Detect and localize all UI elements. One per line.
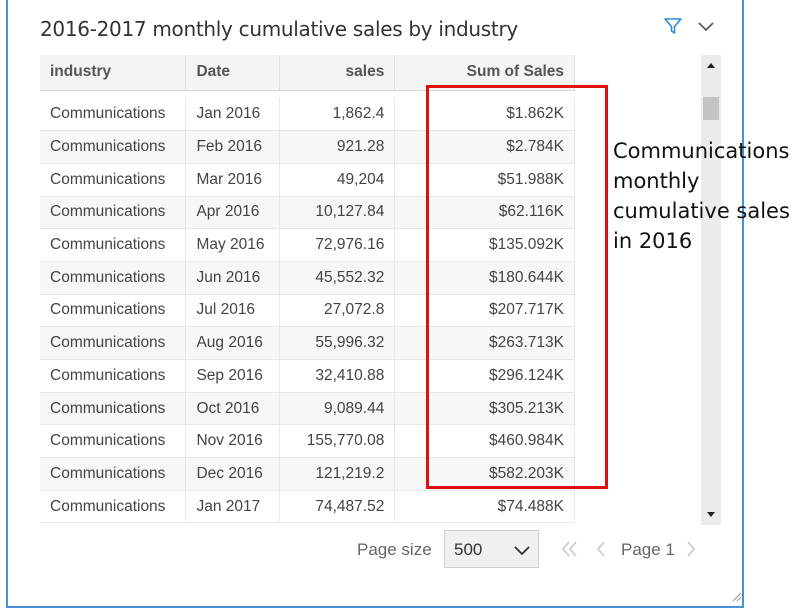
- cell-date: May 2016: [185, 228, 281, 262]
- cell-sum-of-sales: $263.713K: [394, 326, 575, 360]
- column-header-sales[interactable]: sales: [279, 55, 396, 91]
- table-row[interactable]: Communications Jan 2017 74,487.52 $74.488K: [40, 490, 575, 524]
- cell-date: Nov 2016: [185, 424, 281, 459]
- table-row[interactable]: Communications Mar 2016 49,204 $51.988K: [40, 163, 575, 197]
- annotation-line: monthly: [613, 169, 700, 193]
- table-row[interactable]: Communications Jun 2016 45,552.32 $180.644K: [40, 261, 575, 295]
- next-page-icon[interactable]: [684, 539, 698, 559]
- highlight-box: [426, 85, 608, 489]
- cell-sum-of-sales: $135.092K: [394, 228, 575, 262]
- cell-industry: Communications: [40, 130, 187, 164]
- cell-sales: 155,770.08: [279, 424, 396, 459]
- cell-sum-of-sales: $305.213K: [394, 392, 575, 426]
- cell-date: Mar 2016: [185, 163, 281, 197]
- cell-sum-of-sales: $460.984K: [394, 424, 575, 459]
- cell-sum-of-sales: $180.644K: [394, 261, 575, 295]
- cell-sum-of-sales: $207.717K: [394, 294, 575, 328]
- header-gap: [40, 90, 575, 98]
- table-row[interactable]: Communications Oct 2016 9,089.44 $305.213K: [40, 392, 575, 426]
- cell-sales: 10,127.84: [279, 196, 396, 230]
- cell-sum-of-sales: $582.203K: [394, 457, 575, 491]
- cell-date: Jul 2016: [185, 294, 281, 328]
- table-row[interactable]: Communications Jan 2016 1,862.4 $1.862K: [40, 98, 575, 132]
- table-row[interactable]: Communications Jul 2016 27,072.8 $207.717K: [40, 294, 575, 328]
- cell-sales: 49,204: [279, 163, 396, 197]
- page-size-value: 500: [454, 540, 483, 559]
- table-header-row: industry Date sales Sum of Sales: [40, 55, 575, 91]
- cell-sales: 1,862.4: [279, 98, 396, 132]
- cell-date: Feb 2016: [185, 130, 281, 164]
- cell-sum-of-sales: $2.784K: [394, 130, 575, 164]
- first-page-icon[interactable]: [560, 539, 580, 559]
- data-table: industry Date sales Sum of Sales Communi…: [40, 55, 575, 524]
- table-row[interactable]: Communications Nov 2016 155,770.08 $460.984…: [40, 424, 575, 459]
- cell-industry: Communications: [40, 196, 187, 230]
- page-indicator: Page 1: [621, 540, 675, 559]
- cell-industry: Communications: [40, 359, 187, 393]
- cell-industry: Communications: [40, 294, 187, 328]
- cell-date: Aug 2016: [185, 326, 281, 360]
- cell-industry: Communications: [40, 326, 187, 360]
- column-header-sum-of-sales[interactable]: Sum of Sales: [394, 55, 575, 91]
- cell-sales: 72,976.16: [279, 228, 396, 262]
- cell-sum-of-sales: $74.488K: [394, 490, 575, 524]
- cell-industry: Communications: [40, 457, 187, 491]
- chevron-down-icon: [513, 541, 531, 559]
- cell-sales: 921.28: [279, 130, 396, 164]
- cell-industry: Communications: [40, 261, 187, 295]
- filter-icon[interactable]: [663, 16, 683, 36]
- chevron-down-icon[interactable]: [696, 16, 716, 36]
- table-row[interactable]: Communications Feb 2016 921.28 $2.784K: [40, 130, 575, 164]
- column-header-date[interactable]: Date: [185, 55, 281, 91]
- scrollbar-thumb[interactable]: [703, 97, 719, 120]
- scroll-down-arrow-icon[interactable]: [701, 503, 721, 525]
- data-table-viewport[interactable]: industry Date sales Sum of Sales Communi…: [40, 55, 575, 525]
- cell-industry: Communications: [40, 424, 187, 459]
- cell-sales: 45,552.32: [279, 261, 396, 295]
- cell-date: Apr 2016: [185, 196, 281, 230]
- annotation-line: Communications: [613, 139, 790, 163]
- table-row[interactable]: Communications May 2016 72,976.16 $135.092K: [40, 228, 575, 262]
- annotation-line: cumulative sales: [613, 199, 790, 223]
- annotation-text: Communications monthly cumulative sales …: [613, 136, 790, 256]
- cell-industry: Communications: [40, 392, 187, 426]
- column-header-industry[interactable]: industry: [40, 55, 187, 91]
- cell-date: Jan 2016: [185, 98, 281, 132]
- annotation-line: in 2016: [613, 229, 693, 253]
- cell-industry: Communications: [40, 490, 187, 524]
- cell-sum-of-sales: $296.124K: [394, 359, 575, 393]
- scroll-up-arrow-icon[interactable]: [701, 55, 721, 77]
- cell-date: Dec 2016: [185, 457, 281, 491]
- cell-date: Sep 2016: [185, 359, 281, 393]
- table-widget: 2016-2017 monthly cumulative sales by in…: [6, 0, 744, 608]
- cell-sales: 9,089.44: [279, 392, 396, 426]
- widget-title: 2016-2017 monthly cumulative sales by in…: [40, 17, 518, 41]
- cell-sum-of-sales: $62.116K: [394, 196, 575, 230]
- cell-date: Jan 2017: [185, 490, 281, 524]
- cell-industry: Communications: [40, 163, 187, 197]
- cell-industry: Communications: [40, 98, 187, 132]
- cell-sales: 27,072.8: [279, 294, 396, 328]
- page-size-select[interactable]: 500: [444, 530, 539, 568]
- cell-date: Jun 2016: [185, 261, 281, 295]
- page-size-label: Page size: [357, 540, 432, 559]
- cell-sum-of-sales: $51.988K: [394, 163, 575, 197]
- table-row[interactable]: Communications Apr 2016 10,127.84 $62.116K: [40, 196, 575, 230]
- cell-industry: Communications: [40, 228, 187, 262]
- resize-grip-icon[interactable]: [728, 588, 742, 602]
- cell-sum-of-sales: $1.862K: [394, 98, 575, 132]
- table-row[interactable]: Communications Aug 2016 55,996.32 $263.713K: [40, 326, 575, 360]
- previous-page-icon[interactable]: [594, 539, 608, 559]
- cell-sales: 55,996.32: [279, 326, 396, 360]
- cell-date: Oct 2016: [185, 392, 281, 426]
- cell-sales: 74,487.52: [279, 490, 396, 524]
- cell-sales: 32,410.88: [279, 359, 396, 393]
- table-row[interactable]: Communications Dec 2016 121,219.2 $582.203K: [40, 457, 575, 491]
- vertical-scrollbar[interactable]: [701, 55, 721, 525]
- cell-sales: 121,219.2: [279, 457, 396, 491]
- table-row[interactable]: Communications Sep 2016 32,410.88 $296.124K: [40, 359, 575, 393]
